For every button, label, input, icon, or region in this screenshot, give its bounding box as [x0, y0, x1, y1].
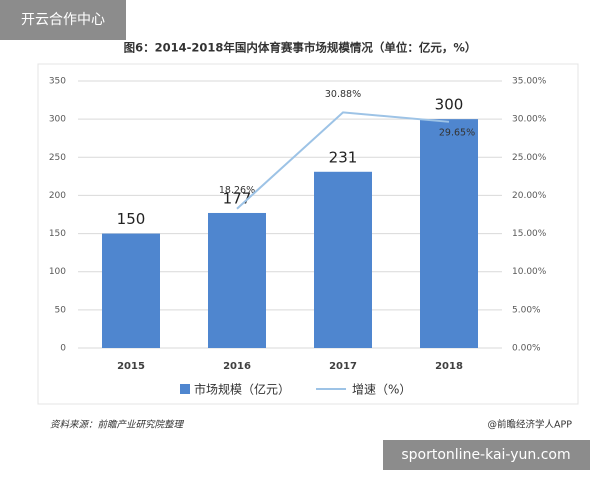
y-tick-label: 150	[49, 229, 66, 239]
y-tick-label: 100	[49, 267, 66, 277]
line-value-label: 18.26%	[219, 185, 255, 196]
chart-frame	[37, 63, 579, 405]
y2-tick-label: 15.00%	[512, 229, 547, 239]
y2-tick-label: 20.00%	[512, 191, 547, 201]
x-tick-label: 2015	[117, 361, 145, 372]
bar	[314, 171, 372, 348]
url-box	[383, 440, 590, 470]
y2-tick-label: 0.00%	[512, 344, 541, 354]
x-tick-label: 2017	[329, 361, 357, 372]
chart-title: 图6：2014-2018年国内体育赛事市场规模情况（单位：亿元，%）	[124, 41, 477, 55]
overlay-label: 开云合作中心	[21, 12, 105, 28]
y-tick-label: 50	[55, 305, 67, 315]
source: 资料来源：前瞻产业研究院整理	[50, 419, 185, 431]
y2-tick-label: 25.00%	[512, 153, 547, 163]
bar	[102, 233, 160, 348]
overlay-box	[0, 0, 126, 40]
footer-url: sportonline-kai-yun.com	[401, 447, 570, 463]
bar	[208, 212, 266, 348]
y2-tick-label: 30.00%	[512, 115, 547, 125]
y-tick-label: 0	[60, 344, 66, 354]
bar-value-label: 300	[435, 96, 464, 114]
x-tick-label: 2016	[223, 361, 251, 372]
line	[236, 111, 450, 210]
legend-label: 增速（%）	[352, 383, 411, 397]
y-tick-label: 250	[49, 153, 66, 163]
y-tick-label: 300	[49, 115, 66, 125]
line-value-label: 29.65%	[439, 127, 475, 138]
y-tick-label: 350	[49, 77, 66, 87]
y2-tick-label: 5.00%	[512, 305, 541, 315]
y2-tick-label: 10.00%	[512, 267, 547, 277]
bar-value-label: 150	[117, 210, 146, 228]
line-value-label: 30.88%	[325, 89, 361, 100]
legend-swatch	[180, 384, 190, 394]
legend-label: 市场规模（亿元）	[194, 382, 290, 397]
y-tick-label: 200	[49, 191, 66, 201]
bar	[420, 119, 478, 349]
y2-tick-label: 35.00%	[512, 77, 547, 87]
credit: @前瞻经济学人APP	[488, 419, 573, 431]
x-tick-label: 2018	[435, 361, 463, 372]
bar-value-label: 231	[329, 148, 358, 166]
